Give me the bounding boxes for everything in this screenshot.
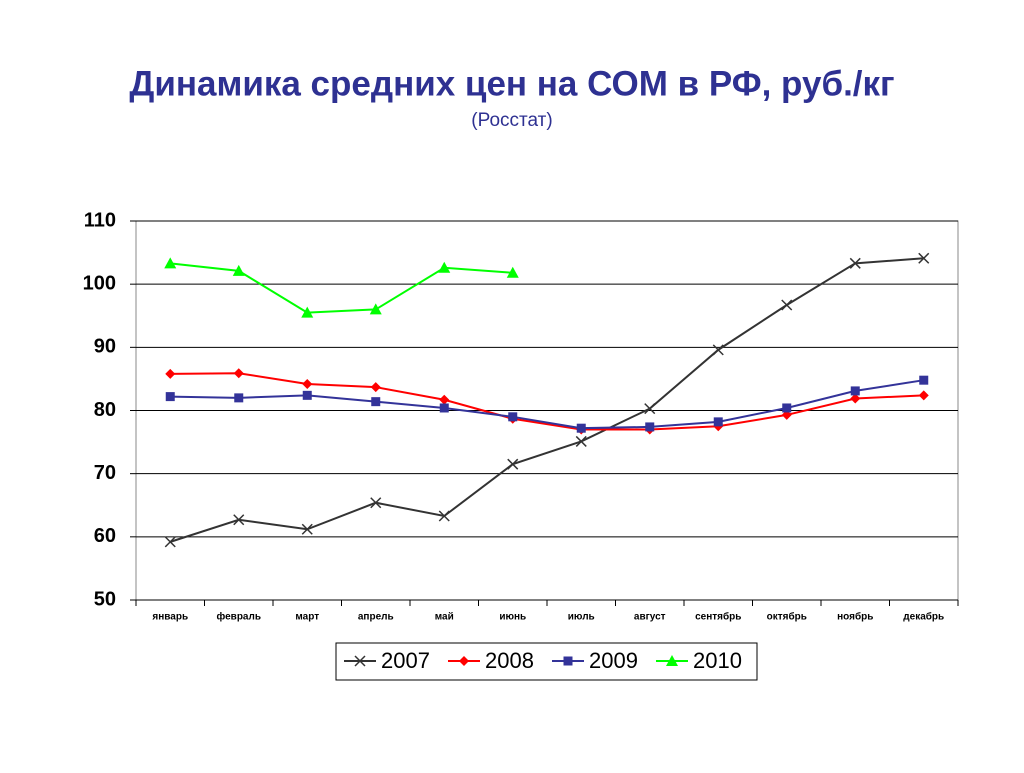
marker	[782, 403, 792, 413]
x-tick-label: август	[634, 612, 666, 623]
marker	[666, 655, 678, 666]
marker	[370, 382, 381, 393]
y-tick-label: 100	[83, 272, 116, 294]
legend-label: 2009	[589, 648, 638, 673]
marker	[575, 435, 587, 447]
chart-subtitle: (Росстат)	[471, 110, 552, 131]
marker	[508, 412, 518, 422]
marker	[507, 458, 519, 470]
x-tick-label: июнь	[499, 612, 526, 623]
marker	[439, 403, 449, 413]
marker	[712, 344, 724, 356]
marker	[354, 655, 366, 667]
marker	[781, 299, 793, 311]
x-tick-label: март	[295, 612, 319, 623]
x-tick-label: октябрь	[767, 611, 807, 623]
x-tick-label: апрель	[358, 612, 394, 623]
y-tick-label: 80	[94, 399, 116, 421]
y-tick-label: 70	[94, 462, 116, 484]
marker	[918, 252, 930, 264]
marker	[439, 394, 450, 405]
marker	[164, 257, 177, 269]
marker	[506, 266, 519, 278]
marker	[563, 656, 573, 666]
marker	[233, 514, 245, 526]
legend-label: 2008	[485, 648, 534, 673]
x-tick-label: сентябрь	[695, 611, 741, 623]
legend-label: 2010	[693, 648, 742, 673]
marker	[713, 417, 723, 427]
marker	[850, 386, 860, 396]
marker	[919, 375, 929, 385]
series-line	[170, 262, 513, 314]
marker	[576, 423, 586, 433]
marker	[164, 536, 176, 548]
series-line	[170, 372, 924, 431]
marker	[849, 257, 861, 269]
marker	[918, 390, 929, 401]
x-tick-label: май	[435, 612, 454, 623]
legend: 2007 2008 2009 2010	[335, 642, 758, 681]
marker	[459, 656, 469, 666]
x-tick-label: февраль	[217, 611, 262, 623]
x-tick-label: декабрь	[903, 611, 944, 623]
marker	[370, 497, 382, 509]
marker	[233, 368, 244, 379]
series-line	[170, 379, 924, 430]
marker	[165, 368, 176, 379]
marker	[371, 397, 381, 407]
chart-title: Динамика средних цен на СОМ в РФ, руб./к…	[129, 64, 894, 103]
marker	[301, 306, 314, 318]
y-tick-label: 50	[94, 588, 116, 610]
series-line	[169, 257, 924, 543]
marker	[645, 422, 655, 432]
marker	[234, 393, 244, 403]
y-tick-label: 60	[94, 525, 116, 547]
marker	[644, 403, 656, 415]
y-tick-label: 90	[94, 336, 116, 358]
marker	[438, 261, 451, 273]
marker	[302, 390, 312, 400]
marker	[369, 303, 382, 315]
x-tick-label: ноябрь	[837, 611, 873, 623]
marker	[165, 392, 175, 402]
legend-label: 2007	[381, 648, 430, 673]
marker	[850, 393, 861, 404]
x-tick-label: июль	[568, 612, 595, 623]
x-tick-label: январь	[152, 612, 188, 623]
marker	[301, 523, 313, 535]
marker	[438, 510, 450, 522]
marker	[302, 378, 313, 389]
marker	[232, 264, 245, 276]
y-tick-label: 110	[84, 209, 116, 231]
